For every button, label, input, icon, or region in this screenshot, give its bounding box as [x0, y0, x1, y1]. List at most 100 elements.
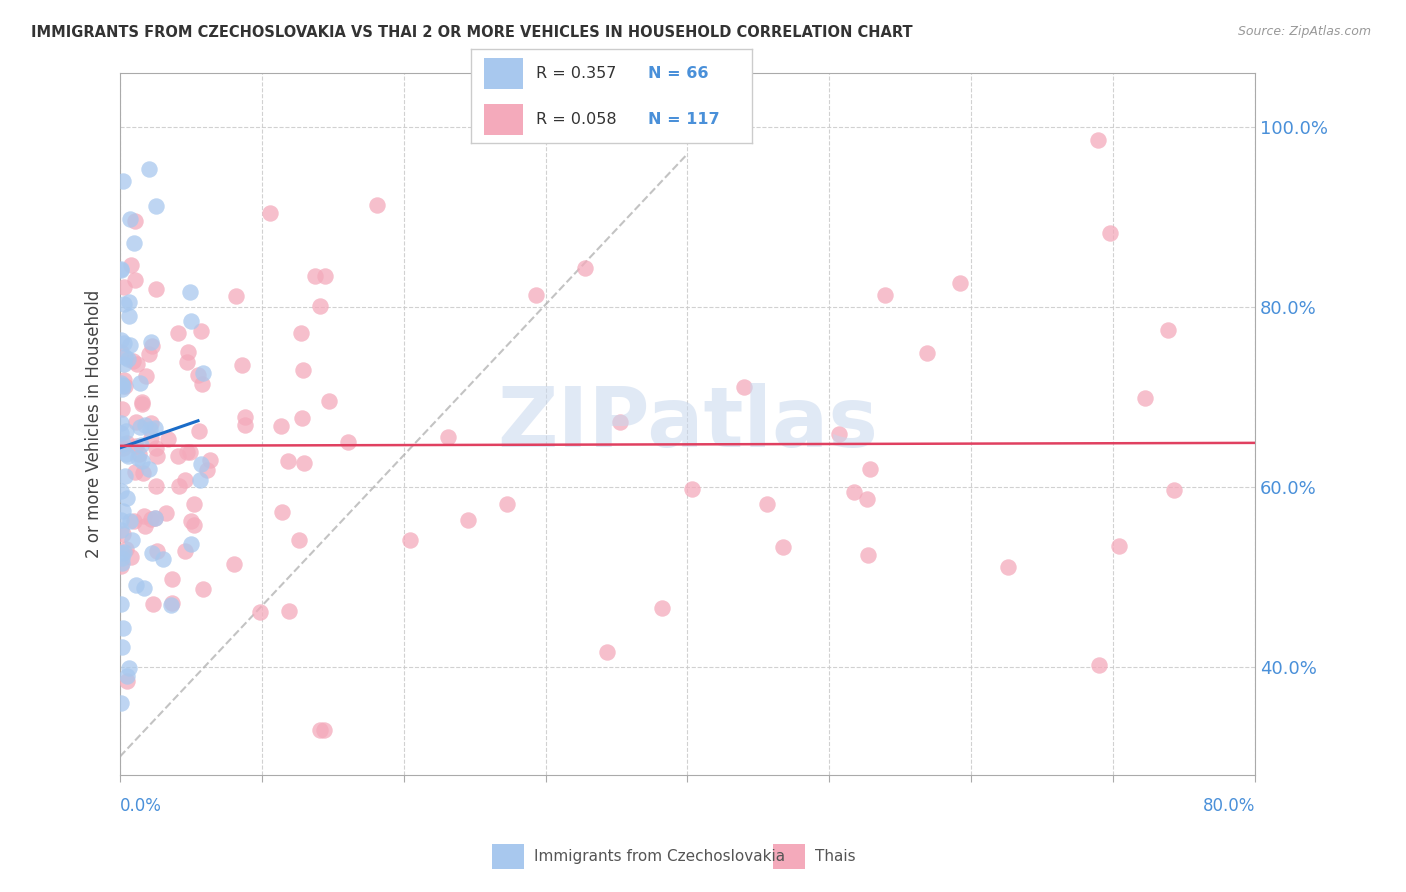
Point — [574, 260, 596, 275]
Text: R = 0.357: R = 0.357 — [536, 66, 616, 81]
Point — [190, 457, 212, 471]
Point — [191, 367, 214, 381]
Point — [139, 334, 162, 349]
Point — [188, 473, 211, 487]
Point — [173, 544, 195, 558]
FancyBboxPatch shape — [484, 104, 523, 136]
Point — [114, 447, 136, 461]
Point — [681, 482, 703, 496]
Point — [129, 420, 152, 434]
Point — [166, 326, 188, 340]
Point — [110, 402, 132, 417]
Point — [111, 441, 134, 455]
Point — [174, 474, 197, 488]
Point — [111, 437, 134, 451]
Point — [141, 339, 163, 353]
Point — [231, 358, 253, 372]
Point — [146, 449, 169, 463]
Point — [1108, 539, 1130, 553]
Point — [496, 497, 519, 511]
Point — [118, 309, 141, 323]
Point — [110, 697, 132, 711]
Point — [117, 449, 139, 463]
FancyBboxPatch shape — [773, 844, 804, 869]
Point — [290, 326, 312, 341]
Point — [134, 581, 156, 595]
Point — [120, 211, 142, 226]
Point — [110, 484, 132, 499]
Point — [114, 357, 136, 371]
Point — [772, 541, 794, 555]
Point — [222, 557, 245, 571]
Point — [309, 723, 332, 737]
Point — [143, 510, 166, 524]
Point — [270, 418, 292, 433]
Point — [141, 545, 163, 559]
Point — [314, 268, 336, 283]
Point — [337, 435, 360, 450]
Point — [124, 213, 146, 227]
Point — [115, 669, 138, 683]
Text: IMMIGRANTS FROM CZECHOSLOVAKIA VS THAI 2 OR MORE VEHICLES IN HOUSEHOLD CORRELATI: IMMIGRANTS FROM CZECHOSLOVAKIA VS THAI 2… — [31, 25, 912, 40]
Point — [115, 435, 138, 450]
Point — [195, 463, 218, 477]
Point — [160, 599, 183, 613]
Point — [167, 449, 190, 463]
Point — [112, 297, 135, 311]
Point — [190, 325, 212, 339]
Point — [122, 514, 145, 528]
Point — [155, 506, 177, 520]
Point — [132, 467, 155, 481]
Point — [180, 537, 202, 551]
Point — [111, 557, 134, 571]
Point — [110, 262, 132, 277]
Point — [138, 462, 160, 476]
Point — [1263, 593, 1285, 607]
Point — [200, 453, 222, 467]
Point — [115, 491, 138, 505]
Point — [121, 533, 143, 548]
Point — [756, 496, 779, 510]
Y-axis label: 2 or more Vehicles in Household: 2 or more Vehicles in Household — [86, 290, 103, 558]
Point — [114, 350, 136, 364]
Point — [180, 514, 202, 528]
Point — [733, 380, 755, 394]
Point — [873, 288, 896, 302]
Point — [997, 560, 1019, 574]
Point — [292, 456, 315, 470]
Point — [120, 338, 142, 352]
Point — [179, 285, 201, 299]
Point — [167, 479, 190, 493]
Point — [917, 346, 939, 360]
Point — [437, 430, 460, 444]
Text: Thais: Thais — [815, 849, 856, 863]
Text: Immigrants from Czechoslovakia: Immigrants from Czechoslovakia — [534, 849, 786, 863]
Point — [191, 377, 214, 392]
Point — [115, 542, 138, 557]
Point — [162, 572, 184, 586]
Point — [110, 523, 132, 537]
Point — [117, 661, 139, 675]
Point — [111, 546, 134, 560]
Point — [949, 277, 972, 291]
Point — [193, 582, 215, 597]
Point — [132, 509, 155, 524]
Point — [176, 445, 198, 459]
Point — [1098, 226, 1121, 240]
Point — [114, 280, 136, 294]
Point — [291, 411, 314, 425]
Point — [596, 645, 619, 659]
Point — [145, 479, 167, 493]
Point — [124, 439, 146, 453]
Point — [271, 505, 294, 519]
Point — [145, 282, 167, 296]
FancyBboxPatch shape — [484, 58, 523, 89]
Point — [134, 417, 156, 432]
Point — [145, 421, 167, 435]
Point — [156, 432, 179, 446]
Point — [138, 422, 160, 436]
Point — [650, 601, 672, 615]
Point — [176, 355, 198, 369]
Point — [145, 543, 167, 558]
Point — [249, 605, 271, 619]
